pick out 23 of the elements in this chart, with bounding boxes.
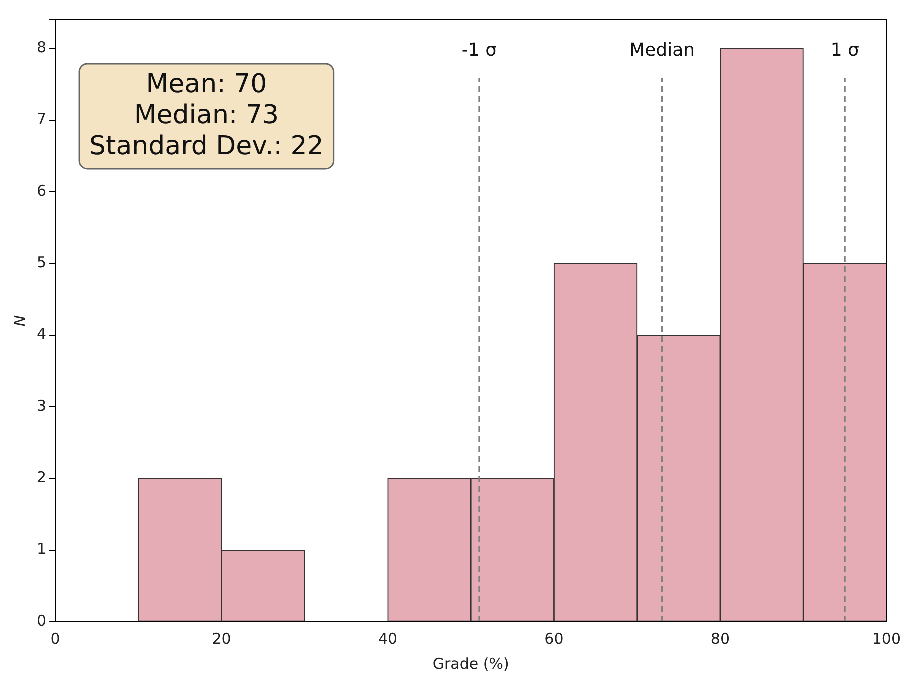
ref-line-label: -1 σ: [462, 40, 497, 61]
annotation: Mean: 70: [146, 69, 268, 100]
y-axis-title: N: [10, 315, 29, 327]
annotation: Standard Dev.: 22: [90, 131, 324, 162]
x-tick-label: 40: [378, 630, 398, 648]
x-tick-label: 80: [710, 630, 730, 648]
y-tick-label: 8: [36, 38, 47, 57]
y-tick-label: 7: [36, 110, 47, 128]
x-axis-title: Grade (%): [432, 654, 510, 673]
y-tick-label: 6: [36, 182, 47, 200]
y-tick-label: 4: [36, 325, 47, 344]
x-tick-label: 0: [50, 630, 60, 648]
x-tick-label: 60: [544, 630, 564, 648]
y-tick-label: 0: [36, 612, 47, 630]
annotation: Median: 73: [134, 100, 280, 130]
ref-line-label: Median: [630, 40, 696, 61]
x-tick-label: 100: [872, 630, 902, 648]
y-tick-label: 5: [36, 254, 47, 272]
y-tick-label: 1: [36, 540, 47, 558]
y-tick-label: 2: [36, 468, 47, 487]
x-tick-label: 20: [212, 630, 232, 648]
ref-line-label: 1 σ: [830, 40, 860, 61]
y-tick-label: 3: [36, 396, 47, 415]
